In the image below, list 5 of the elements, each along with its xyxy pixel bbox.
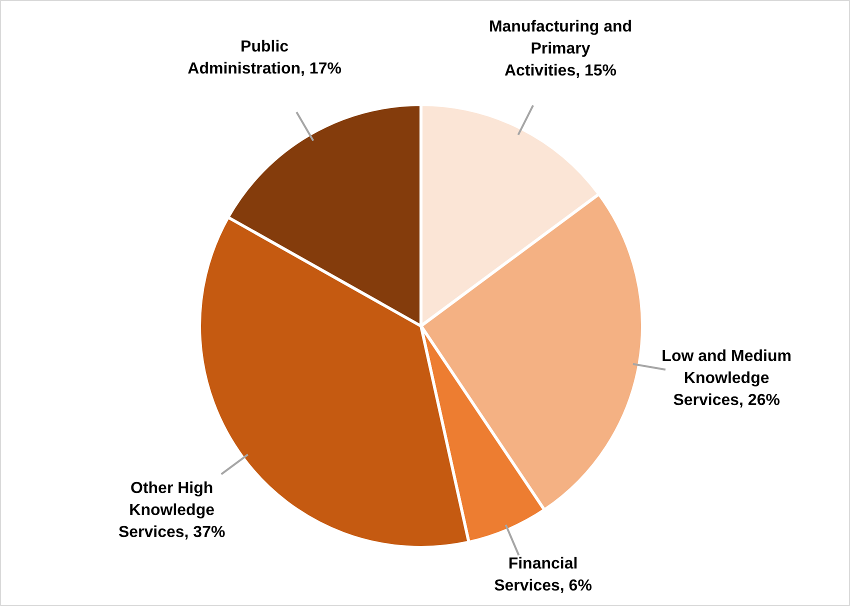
slice-label: Public Administration, 17%	[188, 38, 342, 78]
slice-label: Low and Medium Knowledge Services, 26%	[662, 348, 792, 410]
slice-label: Other High Knowledge Services, 37%	[118, 480, 226, 542]
slice-label: Financial Services, 6%	[494, 555, 592, 594]
slice-label: Manufacturing and Primary Activities, 15%	[488, 18, 632, 80]
